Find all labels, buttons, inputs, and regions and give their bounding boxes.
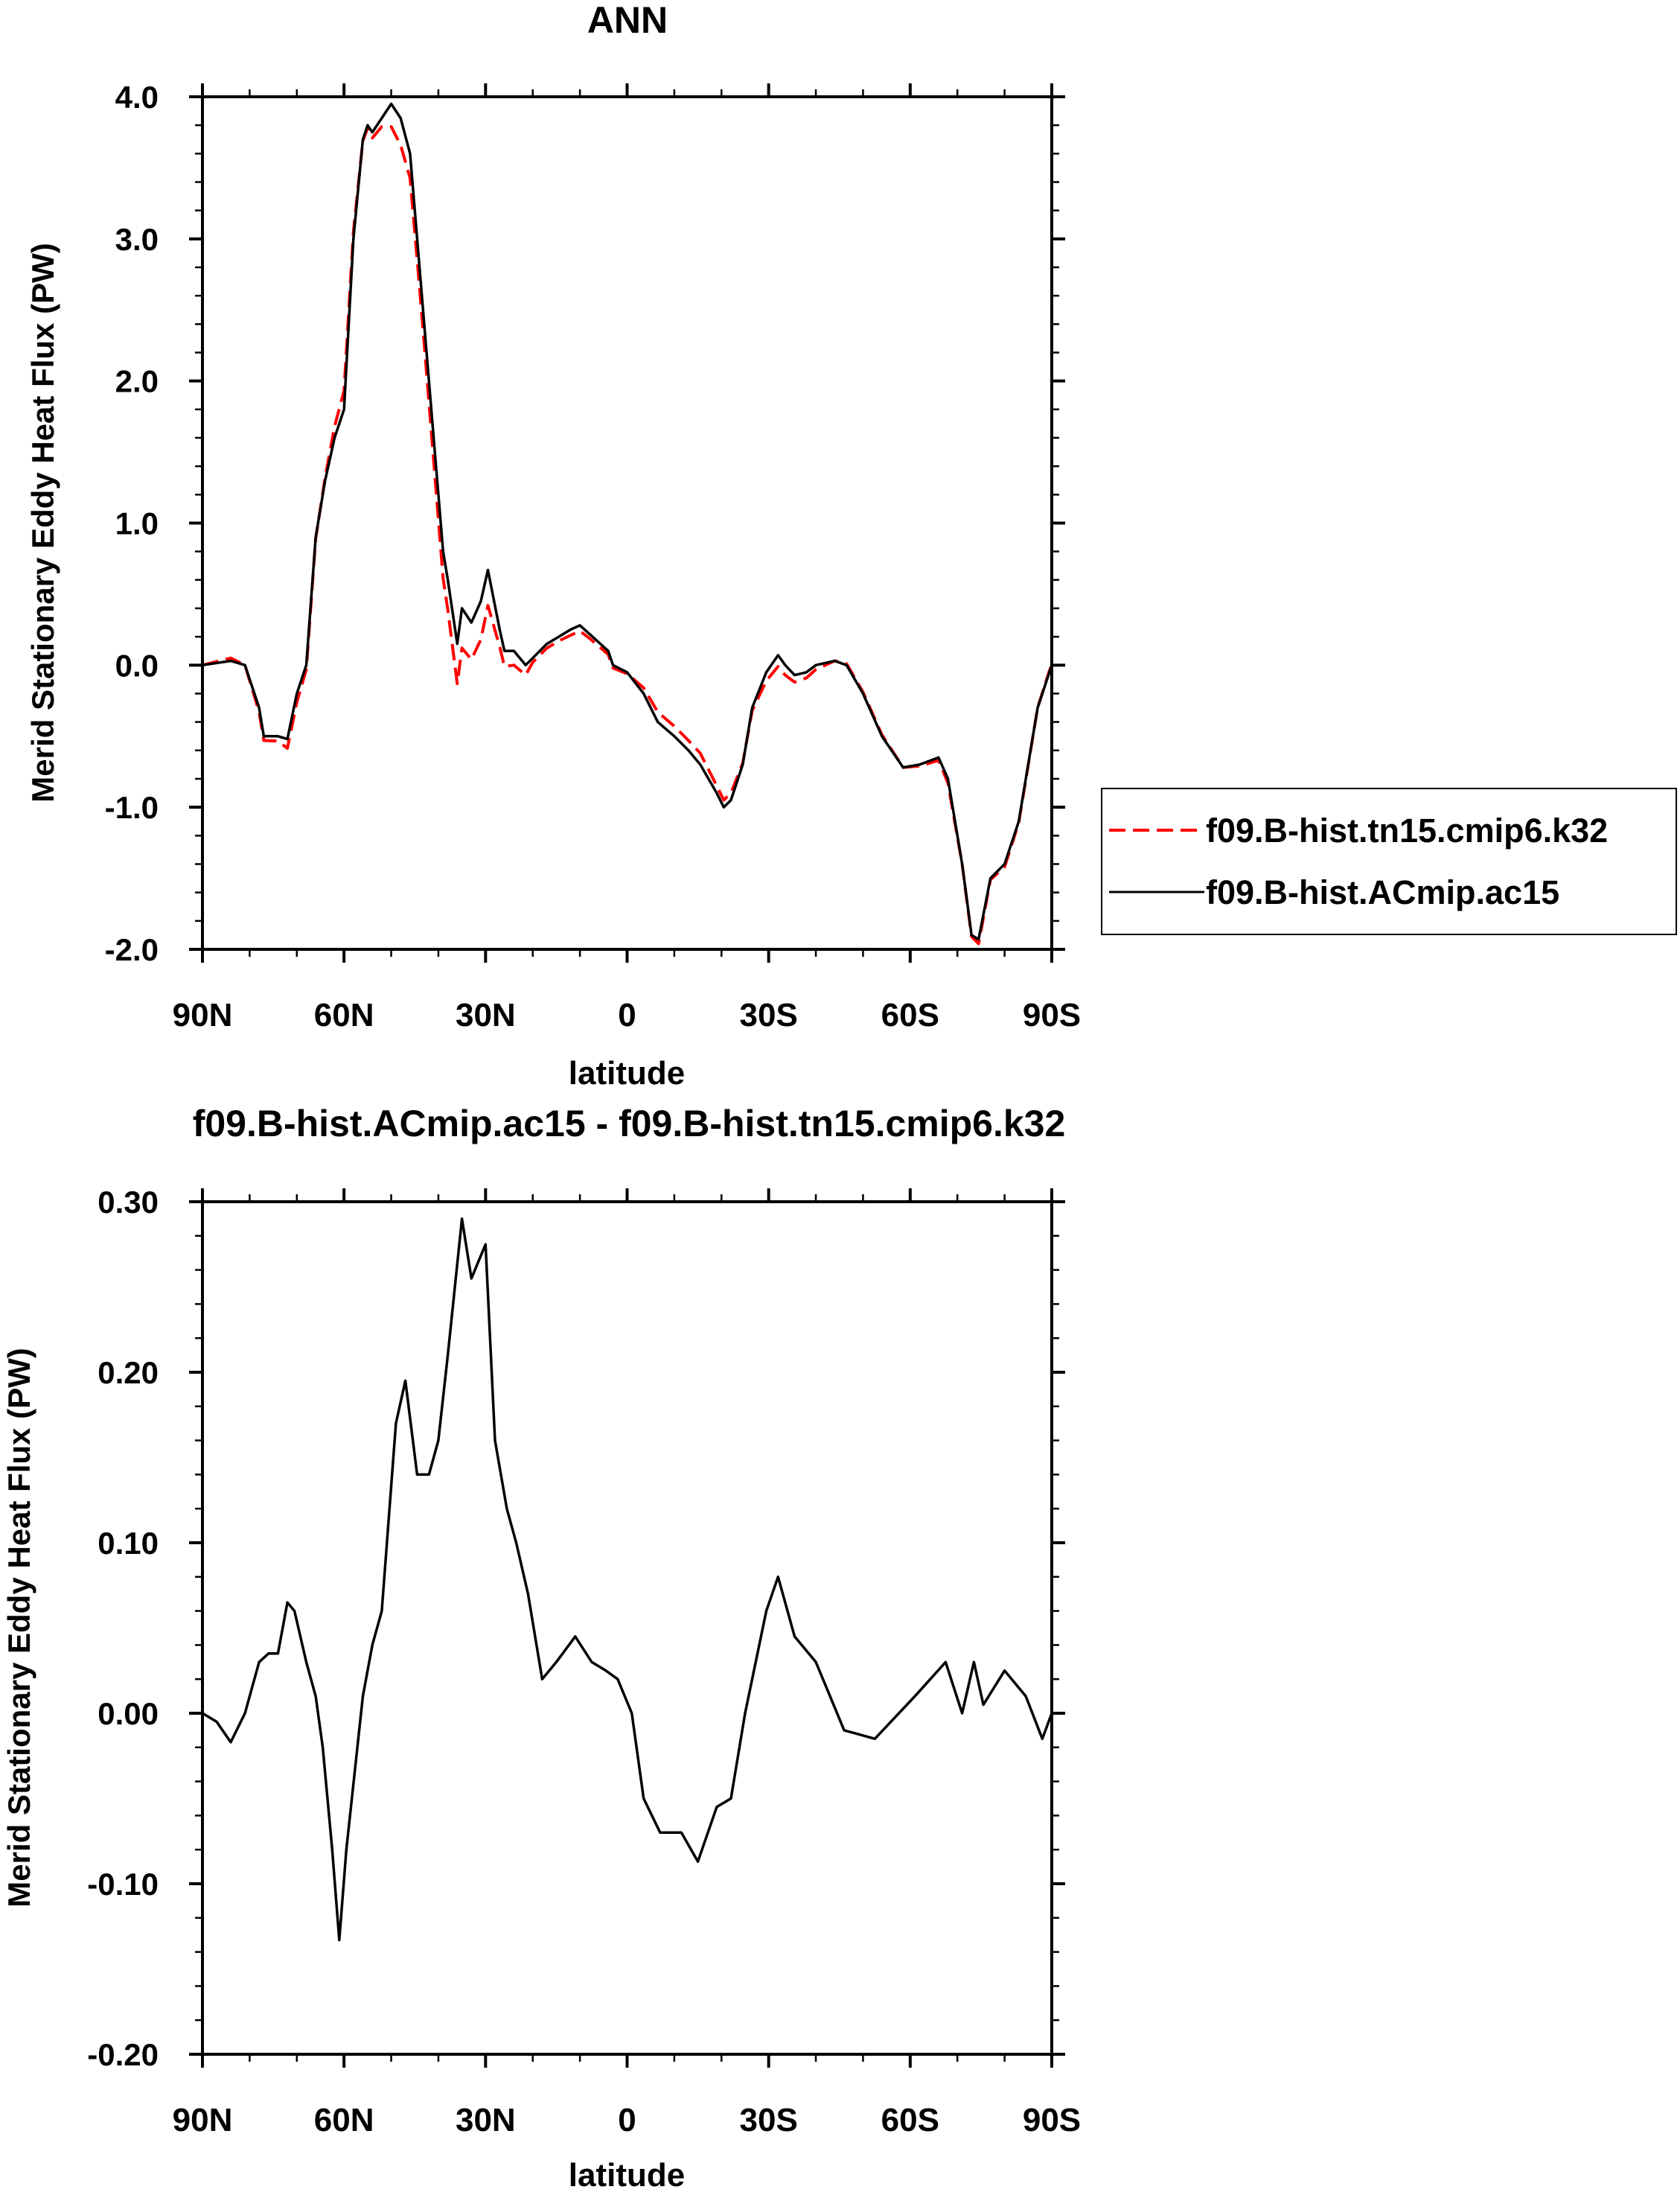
x-tick-label: 60S xyxy=(881,997,939,1033)
x-tick-label: 90S xyxy=(1023,997,1081,1033)
plot-frame xyxy=(201,95,1053,951)
y-tick-label: 0.30 xyxy=(98,1185,159,1220)
y-axis-label-top: Merid Stationary Eddy Heat Flux (PW) xyxy=(25,243,60,802)
y-tick-label: -0.10 xyxy=(87,1867,159,1902)
x-tick-label: 30N xyxy=(456,2102,516,2138)
legend-box xyxy=(1101,788,1677,935)
x-tick-label: 90S xyxy=(1023,2102,1081,2138)
x-tick-label: 90N xyxy=(173,2102,233,2138)
series-line-ac15 xyxy=(202,102,1053,941)
x-tick-label: 60N xyxy=(314,2102,374,2138)
y-axis-label-bottom: Merid Stationary Eddy Heat Flux (PW) xyxy=(1,1348,36,1907)
x-tick-label: 60N xyxy=(314,997,374,1033)
x-tick-label: 30S xyxy=(740,997,798,1033)
x-tick-label: 0 xyxy=(618,997,636,1033)
x-tick-label: 0 xyxy=(618,2102,636,2138)
y-tick-label: 4.0 xyxy=(115,80,159,115)
y-tick-label: 0.10 xyxy=(98,1526,159,1561)
x-tick-label: 30N xyxy=(456,997,516,1033)
x-axis-label-bottom: latitude xyxy=(569,2157,685,2192)
y-tick-label: 2.0 xyxy=(115,364,159,399)
legend-label-k32: f09.B-hist.tn15.cmip6.k32 xyxy=(1206,812,1608,850)
series-line-k32 xyxy=(202,125,1053,946)
series-line-difference xyxy=(202,1217,1053,1942)
legend: f09.B-hist.tn15.cmip6.k32 f09.B-hist.ACm… xyxy=(1101,788,1677,935)
y-tick-label: 0.0 xyxy=(115,648,159,683)
legend-label-ac15: f09.B-hist.ACmip.ac15 xyxy=(1206,873,1559,911)
chart-title-bottom: f09.B-hist.ACmip.ac15 - f09.B-hist.tn15.… xyxy=(193,1103,1066,1144)
x-tick-label: 30S xyxy=(740,2102,798,2138)
y-tick-label: 0.20 xyxy=(98,1355,159,1390)
y-tick-label: -0.20 xyxy=(87,2037,159,2072)
x-tick-label: 60S xyxy=(881,2102,939,2138)
plot-frame xyxy=(201,1200,1053,2056)
y-tick-label: -2.0 xyxy=(105,932,159,967)
y-tick-label: 0.00 xyxy=(98,1696,159,1731)
y-tick-label: 1.0 xyxy=(115,506,159,541)
y-tick-label: 3.0 xyxy=(115,222,159,257)
chart-title-top: ANN xyxy=(587,0,668,41)
x-tick-label: 90N xyxy=(173,997,233,1033)
y-tick-label: -1.0 xyxy=(105,790,159,825)
x-axis-label-top: latitude xyxy=(569,1055,685,1092)
